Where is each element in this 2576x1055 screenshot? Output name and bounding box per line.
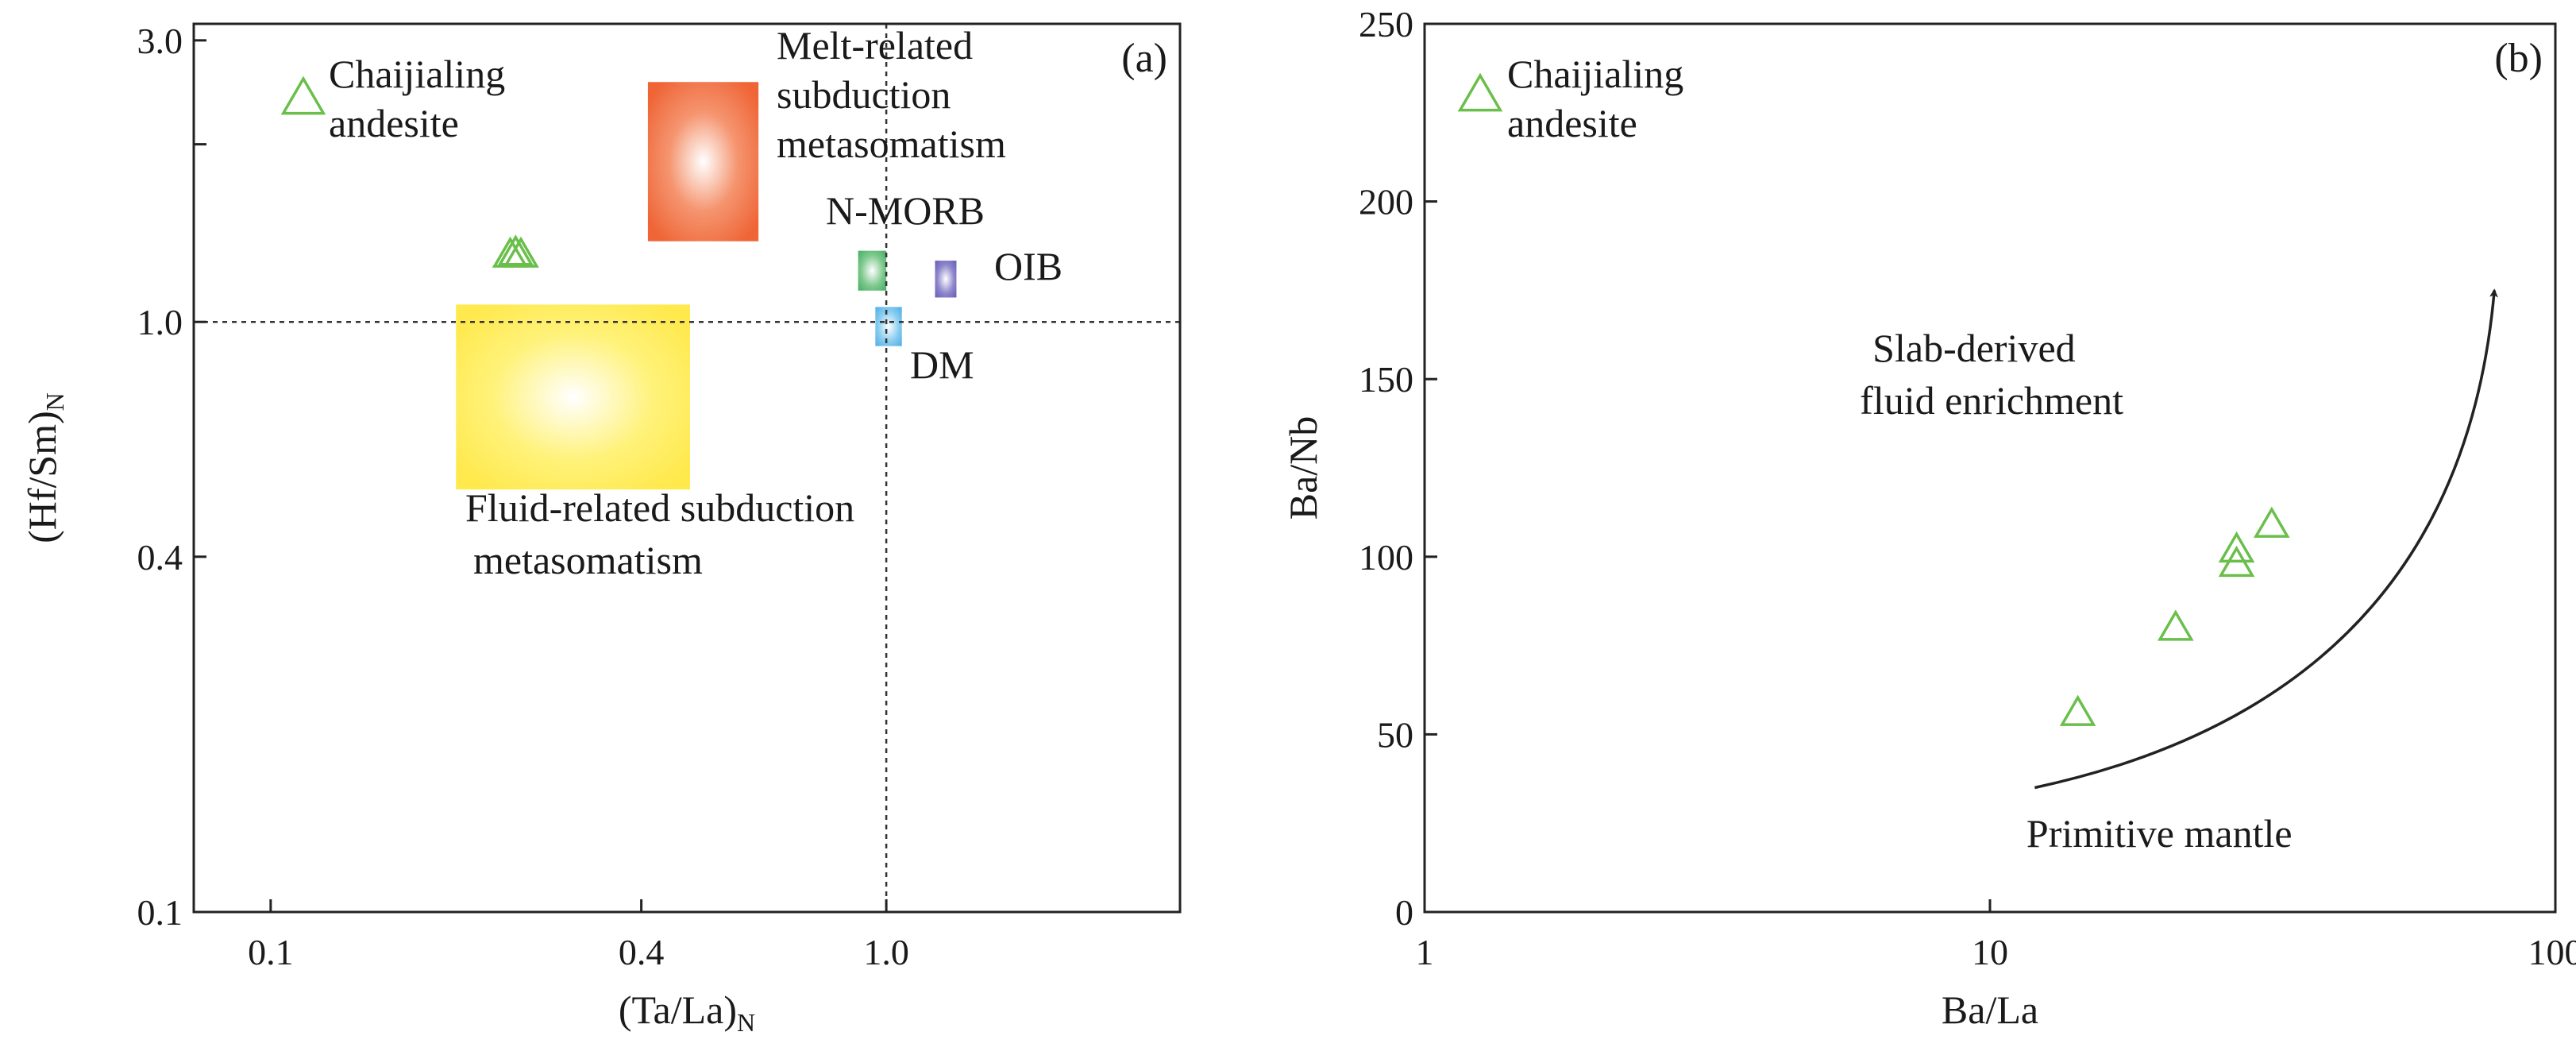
region-n-morb <box>858 250 887 291</box>
region-label-fluid-line1: Fluid-related subduction <box>465 485 854 530</box>
region-oib <box>935 261 957 298</box>
region-fluid-related-subduction-metasomatism <box>456 304 690 490</box>
panel-b-y-axis-title: Ba/Nb <box>1281 416 1325 520</box>
panel-b-annotation-fluid-enrichment: fluid enrichment <box>1860 378 2123 423</box>
panel-b-data-point <box>2218 531 2255 563</box>
panel-a-x-ticks: 0.1 0.4 1.0 <box>248 899 909 972</box>
panel-b-legend-label-line2: andesite <box>1507 101 1637 145</box>
region-label-fluid-line2: metasomatism <box>473 538 703 582</box>
panel-a-label: (a) <box>1121 36 1167 81</box>
panel-a-data-point <box>503 236 539 268</box>
panel-a-y-tick-label: 3.0 <box>137 21 183 61</box>
region-dm <box>875 307 902 346</box>
panel-a-y-tick-label: 0.4 <box>137 537 183 578</box>
panel-a-x-axis-title-main: (Ta/La) <box>619 987 737 1032</box>
panel-a-y-axis-title-main: (Hf/Sm) <box>20 411 64 543</box>
panel-a-y-tick-label: 1.0 <box>137 302 183 342</box>
panel-b-annotation-primitive-mantle: Primitive mantle <box>2026 811 2293 856</box>
panel-a-frame <box>192 22 1182 914</box>
panel-b-legend-label: Chaijialing <box>1507 52 1683 96</box>
region-label-dm: DM <box>910 342 974 387</box>
region-label-oib: OIB <box>994 244 1062 288</box>
panel-a-points <box>492 234 539 268</box>
panel-a-y-axis-title-subscript: N <box>40 392 69 411</box>
panel-a-data-point <box>492 236 529 268</box>
panel-b-x-tick-label: 100 <box>2528 932 2576 972</box>
panel-b-label: (b) <box>2494 36 2543 81</box>
region-label-melt-line3: metasomatism <box>777 122 1006 166</box>
panel-a-region-labels: Fluid-related subduction metasomatism Melt… <box>465 23 1062 582</box>
panel-b-x-tick-label: 10 <box>1972 932 2008 972</box>
panel-b-points <box>2059 506 2290 726</box>
region-melt-related-subduction-metasomatism <box>647 82 759 242</box>
region-label-melt-line2: subduction <box>777 72 951 117</box>
panel-a-y-axis-title: (Hf/Sm)N <box>20 392 69 543</box>
panel-a-x-axis-title: (Ta/La)N <box>619 987 755 1037</box>
region-label-melt-line1: Melt-related <box>777 23 973 68</box>
panel-b-y-tick-label: 50 <box>1377 714 1413 755</box>
panel-a-x-tick-label: 1.0 <box>863 932 909 972</box>
panel-b-y-tick-label: 100 <box>1359 537 1413 578</box>
panel-b-data-point <box>2059 694 2096 726</box>
panel-a-legend-label-line2: andesite <box>329 101 459 145</box>
panel-b-y-tick-label: 150 <box>1359 359 1413 400</box>
panel-a-legend-triangle-icon <box>280 75 326 115</box>
panel-b-x-tick-label: 1 <box>1416 932 1434 972</box>
panel-b-frame <box>1423 22 2557 914</box>
panel-b-y-tick-label: 250 <box>1359 4 1413 44</box>
panel-b-y-ticks: 0 50 100 150 200 250 <box>1359 4 1437 933</box>
panel-a-legend-label: Chaijialing <box>329 52 505 96</box>
panel-a-x-tick-label: 0.1 <box>248 932 294 972</box>
panel-b-y-tick-label: 200 <box>1359 182 1413 222</box>
panel-b-data-point <box>2253 506 2290 538</box>
panel-a-data-point <box>497 234 534 266</box>
panel-b-y-tick-label: 0 <box>1395 892 1413 933</box>
region-label-n-morb: N-MORB <box>826 188 985 233</box>
panel-a-regions <box>456 82 957 490</box>
panel-b: 1 10 100 0 50 100 150 200 250 (b) Chaijialing a… <box>1281 4 2576 1032</box>
panel-a-y-tick-label: 0.1 <box>137 892 183 933</box>
panel-b-data-point <box>2157 609 2194 641</box>
panel-b-legend-triangle-icon <box>1457 72 1503 112</box>
panel-a-x-tick-label: 0.4 <box>619 932 665 972</box>
panel-b-x-ticks: 1 10 100 <box>1416 899 2576 972</box>
panel-b-annotation-slab-derived: Slab-derived <box>1872 326 2075 370</box>
panel-a-x-axis-title-subscript: N <box>737 1008 755 1037</box>
panel-b-x-axis-title: Ba/La <box>1942 987 2038 1032</box>
panel-a-y-ticks: 0.1 0.4 1.0 3.0 <box>137 21 206 933</box>
panel-a: 0.1 0.4 1.0 0.1 0.4 1.0 3.0 Fluid-related sub… <box>20 21 1182 1037</box>
panel-b-trend-arrow <box>2034 288 2498 790</box>
